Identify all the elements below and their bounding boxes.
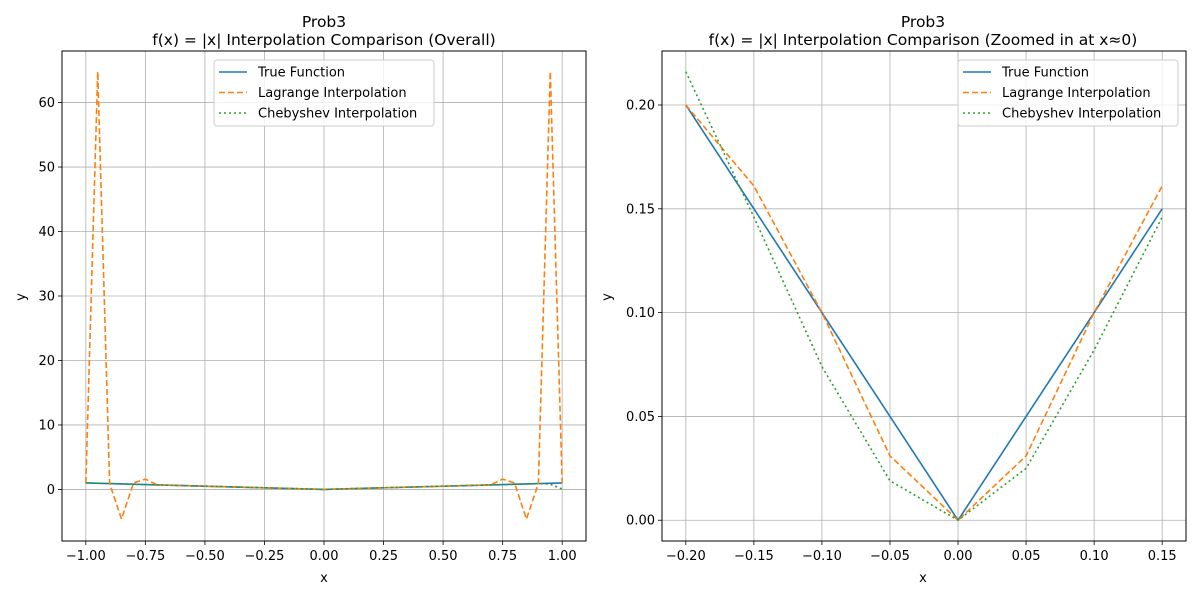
overall-chart-x-axis-label: x [320, 571, 328, 586]
zoomed-chart-plot-area: −0.20 −0.15 −0.10 −0.05 0.00 0.05 0.10 0.15 0.00… [626, 50, 1187, 564]
overall-chart-x-tick-label: −1.00 [66, 549, 106, 564]
zoomed-chart-legend-entry: Chebyshev Interpolation [1002, 107, 1161, 122]
zoomed-chart-x-tick-label: 0.15 [1148, 549, 1177, 564]
zoomed-chart-axes-frame [661, 50, 1187, 542]
zoomed-chart-y-tick-label: 0.10 [626, 306, 655, 321]
zoomed-chart-x-tick-label: 0.10 [1080, 549, 1109, 564]
overall-chart-legend-entry: True Function [257, 66, 345, 81]
overall-chart-x-tick-label: 0.50 [429, 549, 458, 564]
zoomed-chart-series-group [685, 71, 1163, 522]
overall-chart-legend: True Function Lagrange Interpolation Cheby… [213, 59, 435, 127]
zoomed-chart-x-tick-label: −0.05 [870, 549, 910, 564]
zoomed-chart-subtitle: f(x) = |x| Interpolation Comparison (Zoo… [709, 31, 1138, 49]
overall-chart-legend-entry: Lagrange Interpolation [258, 86, 407, 101]
overall-chart-series-group [85, 70, 563, 520]
overall-chart-x-tick-label: 0.00 [310, 549, 339, 564]
overall-chart-title: Prob3 [302, 13, 346, 31]
overall-chart-y-tick-label: 50 [38, 161, 55, 176]
zoomed-chart-y-tick-label: 0.15 [626, 202, 655, 217]
zoomed-chart-legend-entry: Lagrange Interpolation [1002, 86, 1151, 101]
zoomed-chart-y-tick-label: 0.00 [626, 514, 655, 529]
overall-chart-legend-entry: Chebyshev Interpolation [258, 107, 417, 122]
zoomed-chart-x-tick-label: −0.10 [802, 549, 842, 564]
overall-chart: −1.00 −0.75 −0.50 −0.25 0.00 0.25 0.50 0.75 1.00… [14, 13, 587, 586]
zoomed-chart-x-tick-label: 0.05 [1012, 549, 1041, 564]
overall-chart-y-tick-label: 20 [38, 354, 55, 369]
overall-chart-y-tick-label: 60 [38, 96, 55, 111]
zoomed-chart: −0.20 −0.15 −0.10 −0.05 0.00 0.05 0.10 0.15 0.00… [600, 13, 1187, 586]
zoomed-chart-legend-entry: True Function [1001, 66, 1089, 81]
overall-chart-y-axis-label: y [14, 293, 29, 301]
zoomed-chart-y-tick-label: 0.20 [626, 98, 655, 113]
zoomed-chart-x-tick-label: −0.15 [734, 549, 774, 564]
zoomed-chart-y-tick-label: 0.05 [626, 410, 655, 425]
zoomed-chart-x-axis-label: x [919, 571, 927, 586]
zoomed-chart-x-tick-label: 0.00 [944, 549, 973, 564]
zoomed-chart-x-tick-label: −0.20 [666, 549, 706, 564]
overall-chart-x-tick-label: −0.75 [125, 549, 165, 564]
zoomed-chart-series-lagrange-interpolation-line [685, 104, 1163, 522]
overall-chart-plot-area: −1.00 −0.75 −0.50 −0.25 0.00 0.25 0.50 0.75 1.00… [38, 50, 587, 564]
overall-chart-legend-box [213, 59, 435, 127]
overall-chart-x-tick-label: 1.00 [548, 549, 577, 564]
zoomed-chart-title: Prob3 [901, 13, 945, 31]
overall-chart-y-tick-label: 30 [38, 290, 55, 305]
overall-chart-subtitle: f(x) = |x| Interpolation Comparison (Ove… [152, 31, 495, 49]
overall-chart-y-tick-label: 0 [47, 483, 55, 498]
overall-chart-x-tick-label: 0.25 [369, 549, 398, 564]
zoomed-chart-y-axis-label: y [600, 293, 615, 301]
overall-chart-x-tick-label: −0.50 [185, 549, 225, 564]
zoomed-chart-series-chebyshev-interpolation-line [685, 71, 1163, 522]
overall-chart-y-tick-label: 40 [38, 225, 55, 240]
overall-chart-x-tick-label: −0.25 [245, 549, 285, 564]
overall-chart-x-tick-label: 0.75 [488, 549, 517, 564]
overall-chart-y-tick-label: 10 [38, 418, 55, 433]
zoomed-chart-legend-box [957, 59, 1179, 127]
overall-chart-series-lagrange-interpolation-line [85, 70, 563, 520]
zoomed-chart-legend: True Function Lagrange Interpolation Cheby… [957, 59, 1179, 127]
